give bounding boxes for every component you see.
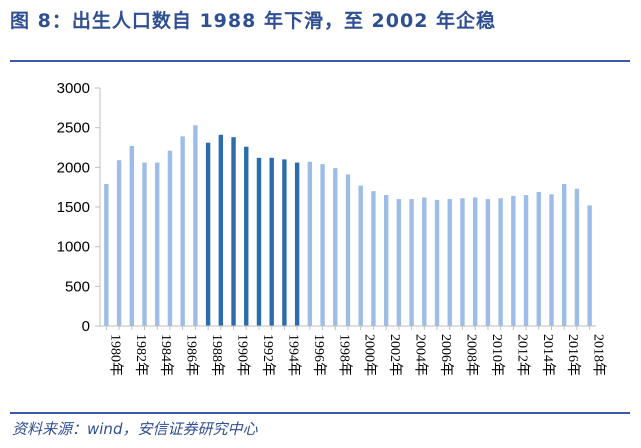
x-tick-label: 2008年 (463, 334, 479, 376)
bar-1985年 (167, 150, 173, 326)
bar-2001年 (371, 191, 376, 326)
x-tick-label: 1994年 (285, 334, 301, 376)
x-tick-label: 2014年 (540, 334, 556, 376)
x-tick-label: 1992年 (260, 334, 276, 376)
x-tick-label: 2016年 (565, 334, 581, 376)
bar-1989年 (218, 134, 224, 326)
x-tick-label: 1990年 (235, 334, 251, 376)
bar-1992年 (256, 157, 262, 326)
x-tick-label: 1998年 (336, 334, 352, 376)
bar-2017年 (574, 188, 580, 326)
y-tick-label: 0 (82, 318, 90, 335)
bar-1994年 (282, 159, 287, 326)
x-tick-label: 1984年 (158, 334, 174, 376)
bar-1986年 (180, 136, 185, 326)
x-tick-label: 2018年 (591, 334, 607, 376)
bar-2002年 (383, 195, 389, 326)
bar-1995年 (294, 162, 300, 326)
y-tick-label: 1000 (57, 239, 90, 256)
bar-2018年 (587, 205, 592, 326)
bar-2010年 (485, 199, 491, 326)
bottom-rule (10, 412, 630, 414)
bar-2008年 (460, 198, 465, 326)
bar-1981年 (116, 160, 122, 326)
bar-1980年 (104, 183, 109, 326)
bar-2015年 (549, 194, 554, 326)
bar-chart: 0 500 1000 1500 2000 2500 3000 1980年 1982年 1984年… (57, 80, 607, 376)
title-rule (10, 60, 630, 62)
bar-1984年 (155, 162, 160, 326)
bar-1982年 (129, 145, 134, 326)
bar-1993年 (269, 157, 274, 326)
bar-2007年 (447, 199, 452, 326)
page-title: 图 8：出生人口数自 1988 年下滑，至 2002 年企稳 (10, 10, 497, 32)
y-axis-ticks: 0 500 1000 1500 2000 2500 3000 (57, 80, 100, 335)
bar-1983年 (142, 162, 147, 326)
bar-2012年 (511, 195, 516, 326)
bar-1988年 (205, 142, 211, 326)
y-tick-label: 2500 (57, 120, 90, 137)
bar-2005年 (422, 197, 427, 326)
bar-1997年 (320, 164, 325, 326)
y-tick-label: 1500 (57, 199, 90, 216)
x-tick-label: 2000年 (362, 334, 378, 376)
bar-1999年 (345, 174, 351, 326)
x-tick-label: 2006年 (438, 334, 454, 376)
bar-2016年 (562, 183, 567, 326)
bar-2014年 (536, 191, 541, 326)
x-tick-label: 1988年 (209, 334, 225, 376)
bar-2000年 (358, 185, 363, 326)
bar-2006年 (434, 199, 440, 326)
x-tick-label: 1996年 (311, 334, 327, 376)
bar-1987年 (193, 125, 198, 326)
source-note: 资料来源：wind，安信证券研究中心 (12, 420, 258, 438)
bar-2004年 (409, 199, 414, 326)
y-tick-label: 500 (65, 278, 90, 295)
bar-1998年 (333, 168, 338, 326)
x-tick-label: 2012年 (514, 334, 530, 376)
x-tick-label: 1980年 (107, 334, 123, 376)
bar-2003年 (396, 199, 402, 326)
bar-1996年 (307, 161, 313, 326)
x-tick-label: 2002年 (387, 334, 403, 376)
x-tick-label: 2004年 (413, 334, 429, 376)
x-tick-label: 2010年 (489, 334, 505, 376)
bar-2011年 (498, 198, 503, 326)
bar-2013年 (523, 195, 529, 326)
x-axis-ticks: 1980年 1982年 1984年 1986年 1988年 1990年 1992年 1994年… (105, 326, 607, 376)
bar-1991年 (244, 146, 249, 326)
bar-1990年 (231, 137, 236, 326)
y-tick-label: 3000 (57, 80, 90, 97)
y-tick-label: 2000 (57, 159, 90, 176)
bar-2009年 (472, 197, 478, 326)
bars (104, 125, 592, 326)
x-tick-label: 1982年 (133, 334, 149, 376)
x-tick-label: 1986年 (184, 334, 200, 376)
